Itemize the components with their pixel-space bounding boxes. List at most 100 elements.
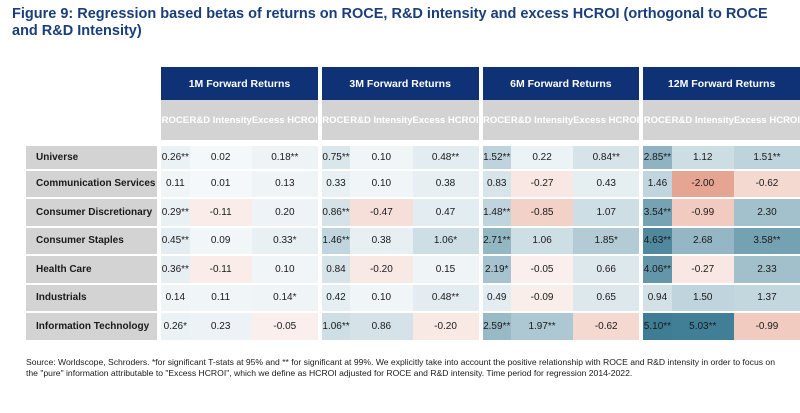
value-cell: 0.10 [350, 282, 413, 311]
row-label: Consumer Staples [26, 225, 158, 254]
value-cell: 1.06* [412, 225, 479, 254]
value-cell: 0.38 [350, 225, 413, 254]
betas-table: 1M Forward Returns 3M Forward Returns 6M… [26, 67, 800, 340]
table-row: Consumer Discretionary 0.29** -0.11 0.20 0.8… [26, 197, 800, 226]
value-cell: 1.51** [733, 140, 800, 169]
value-cell: 0.83 [478, 168, 511, 197]
col-header-roce: ROCE [639, 100, 672, 140]
table-row: Industrials 0.14 0.11 0.14* 0.42 0.10 0.48** 0.… [26, 282, 800, 311]
row-label: Communication Services [26, 168, 158, 197]
table-row: Communication Services 0.11 0.01 0.13 0.33 0.… [26, 168, 800, 197]
row-label: Industrials [26, 282, 158, 311]
value-cell: 0.84 [317, 254, 351, 283]
value-cell: -0.05 [251, 311, 318, 340]
col-header-rd-intensity: R&D Intensity [671, 100, 734, 140]
value-cell: 1.06** [317, 311, 351, 340]
value-cell: 2.71** [478, 225, 511, 254]
column-header-row: ROCE R&D Intensity Excess HCROI ROCE R&D… [26, 100, 800, 140]
value-cell: 0.38 [412, 168, 479, 197]
value-cell: 1.97** [510, 311, 574, 340]
value-cell: 1.37 [733, 282, 800, 311]
value-cell: -0.62 [573, 311, 640, 340]
value-cell: 0.10 [350, 168, 413, 197]
value-cell: 1.07 [573, 197, 640, 226]
value-cell: 0.45** [157, 225, 190, 254]
value-cell: -0.85 [510, 197, 574, 226]
value-cell: 0.75** [317, 140, 351, 169]
value-cell: 0.10 [251, 254, 318, 283]
col-header-excess-hcroi: Excess HCROI [251, 100, 318, 140]
table-row: Information Technology 0.26* 0.23 -0.05 1.06… [26, 311, 800, 340]
value-cell: 0.14* [251, 282, 318, 311]
value-cell: 2.19* [478, 254, 511, 283]
value-cell: -0.47 [350, 197, 413, 226]
value-cell: 0.48** [412, 282, 479, 311]
table-body: Universe 0.26** 0.02 0.18** 0.75** 0.10 0.48**… [26, 140, 800, 340]
row-label: Information Technology [26, 311, 158, 340]
value-cell: 1.52** [478, 140, 511, 169]
value-cell: 0.02 [189, 140, 252, 169]
value-cell: 1.46 [639, 168, 672, 197]
group-header-3m: 3M Forward Returns [317, 67, 479, 100]
table-row: Consumer Staples 0.45** 0.09 0.33* 1.46** 0.3… [26, 225, 800, 254]
value-cell: -0.27 [671, 254, 734, 283]
value-cell: 0.20 [251, 197, 318, 226]
row-label: Consumer Discretionary [26, 197, 158, 226]
value-cell: 0.42 [317, 282, 351, 311]
value-cell: -0.20 [350, 254, 413, 283]
value-cell: 0.36** [157, 254, 190, 283]
value-cell: 0.09 [189, 225, 252, 254]
figure-title: Figure 9: Regression based betas of retu… [12, 6, 768, 39]
group-header-1m: 1M Forward Returns [157, 67, 318, 100]
col-header-roce: ROCE [478, 100, 511, 140]
value-cell: 0.18** [251, 140, 318, 169]
value-cell: 0.84** [573, 140, 640, 169]
value-cell: 3.54** [639, 197, 672, 226]
value-cell: 5.03** [671, 311, 734, 340]
table-row: Health Care 0.36** -0.11 0.10 0.84 -0.20 0.15 2… [26, 254, 800, 283]
value-cell: 0.01 [189, 168, 252, 197]
value-cell: 0.33* [251, 225, 318, 254]
value-cell: 5.10** [639, 311, 672, 340]
value-cell: 2.59** [478, 311, 511, 340]
value-cell: 0.47 [412, 197, 479, 226]
value-cell: 0.48** [412, 140, 479, 169]
value-cell: 1.06 [510, 225, 574, 254]
value-cell: 0.26* [157, 311, 190, 340]
col-header-rd-intensity: R&D Intensity [350, 100, 413, 140]
value-cell: 0.13 [251, 168, 318, 197]
col-header-roce: ROCE [157, 100, 190, 140]
value-cell: 0.29** [157, 197, 190, 226]
source-note: Source: Worldscope, Schroders. *for sign… [26, 357, 775, 378]
value-cell: 4.06** [639, 254, 672, 283]
header-blank-2 [26, 100, 158, 140]
value-cell: 0.10 [350, 140, 413, 169]
value-cell: 0.86** [317, 197, 351, 226]
col-header-rd-intensity: R&D Intensity [510, 100, 574, 140]
value-cell: 0.43 [573, 168, 640, 197]
col-header-roce: ROCE [317, 100, 351, 140]
group-header-12m: 12M Forward Returns [639, 67, 800, 100]
value-cell: -0.20 [412, 311, 479, 340]
value-cell: 1.46** [317, 225, 351, 254]
value-cell: -0.09 [510, 282, 574, 311]
value-cell: 4.63** [639, 225, 672, 254]
row-label: Health Care [26, 254, 158, 283]
value-cell: 0.65 [573, 282, 640, 311]
value-cell: -0.99 [671, 197, 734, 226]
value-cell: 3.58** [733, 225, 800, 254]
value-cell: 0.14 [157, 282, 190, 311]
value-cell: 1.12 [671, 140, 734, 169]
value-cell: 0.22 [510, 140, 574, 169]
value-cell: 2.68 [671, 225, 734, 254]
col-header-excess-hcroi: Excess HCROI [573, 100, 640, 140]
value-cell: 0.33 [317, 168, 351, 197]
value-cell: 0.26** [157, 140, 190, 169]
value-cell: 0.94 [639, 282, 672, 311]
group-header-row: 1M Forward Returns 3M Forward Returns 6M… [26, 67, 800, 100]
value-cell: 0.86 [350, 311, 413, 340]
value-cell: -0.99 [733, 311, 800, 340]
value-cell: 1.85* [573, 225, 640, 254]
value-cell: 0.15 [412, 254, 479, 283]
value-cell: 2.30 [733, 197, 800, 226]
